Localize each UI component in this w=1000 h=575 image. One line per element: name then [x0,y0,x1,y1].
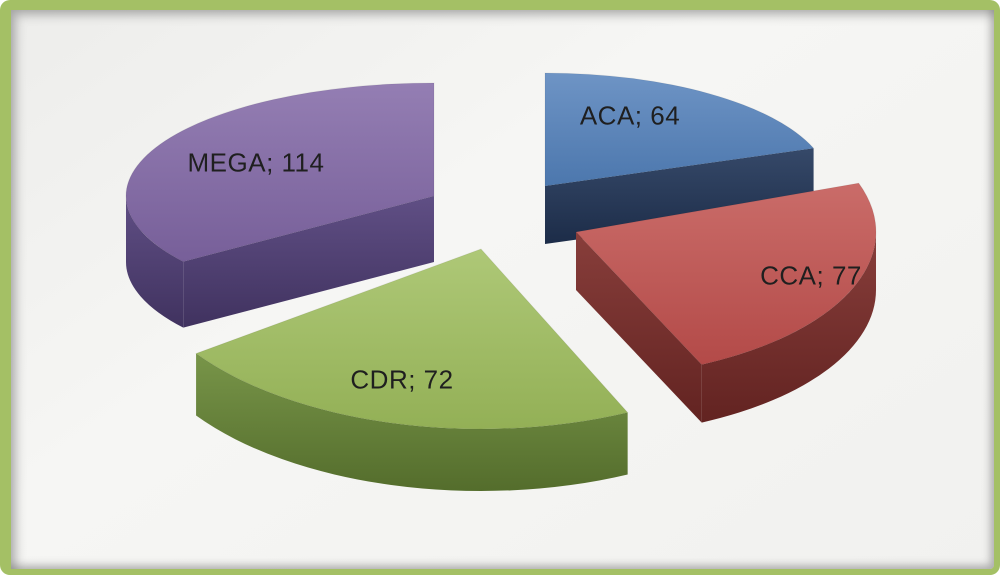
pie-slice-cdr-rim[interactable] [196,353,628,492]
pie-slice-cdr[interactable] [195,248,629,492]
pie-slice-cca[interactable] [574,182,877,423]
pie-slice-aca[interactable] [544,72,815,244]
pie-slice-mega-rim[interactable] [126,196,184,328]
pie-slice-mega-top[interactable] [125,82,435,263]
pie-slice-cca-rim[interactable] [701,232,876,423]
pie-slice-mega-cut-face[interactable] [183,196,434,328]
pie-slice-aca-top[interactable] [544,72,815,187]
pie-slice-cca-cut-face[interactable] [576,232,702,423]
pie-slice-cdr-top[interactable] [195,248,629,430]
pie-slice-cca-top[interactable] [574,182,877,366]
pie-slice-mega[interactable] [125,82,435,328]
pie-slice-aca-cut-face[interactable] [545,148,814,244]
